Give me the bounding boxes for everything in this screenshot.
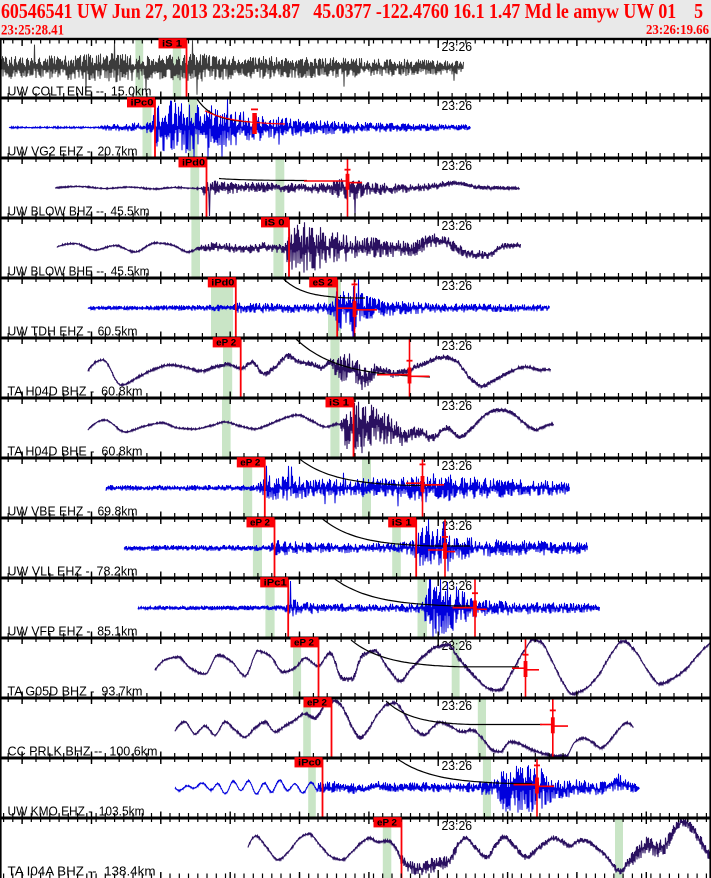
svg-text:iS 1: iS 1: [392, 518, 413, 529]
svg-text:23:26: 23:26: [442, 639, 473, 653]
svg-text:23:26: 23:26: [442, 459, 473, 473]
svg-text:UW KMO EHZ - 103.5km: UW KMO EHZ - 103.5km: [8, 804, 145, 819]
svg-text:iS 1: iS 1: [162, 39, 183, 50]
svg-text:23:26: 23:26: [442, 399, 473, 413]
svg-text:23:26: 23:26: [442, 699, 473, 713]
svg-text:eP 2: eP 2: [294, 638, 314, 649]
svg-text:UW VG2 EHZ - 20.7km: UW VG2 EHZ - 20.7km: [8, 144, 138, 159]
svg-text:UW VFP EHZ - 85.1km: UW VFP EHZ - 85.1km: [8, 624, 138, 639]
svg-text:UW TDH EHZ - 60.5km: UW TDH EHZ - 60.5km: [8, 324, 138, 339]
svg-text:23:26: 23:26: [442, 819, 473, 833]
svg-text:23:26: 23:26: [442, 159, 473, 173]
svg-text:23:26: 23:26: [442, 219, 473, 233]
svg-text:UW VLL EHZ - 78.2km: UW VLL EHZ - 78.2km: [8, 564, 138, 579]
svg-text:23:25:28.41: 23:25:28.41: [1, 23, 64, 39]
svg-text:eP 2: eP 2: [216, 338, 236, 349]
svg-text:23:26: 23:26: [442, 279, 473, 293]
svg-text:23:26: 23:26: [442, 759, 473, 773]
svg-text:23:26:19.66: 23:26:19.66: [646, 23, 709, 38]
svg-text:iPc1: iPc1: [264, 578, 288, 589]
svg-text:iS 1: iS 1: [329, 398, 350, 409]
svg-text:TA G05D BHZ - 93.7km: TA G05D BHZ - 93.7km: [8, 684, 143, 699]
svg-text:eS 2: eS 2: [313, 278, 333, 289]
svg-text:TA I04A BHZ -- 138.4km: TA I04A BHZ -- 138.4km: [8, 864, 156, 878]
svg-text:iPc0: iPc0: [131, 98, 154, 109]
svg-text:eP 2: eP 2: [250, 518, 270, 529]
svg-text:TA H04D BHZ - 60.8km: TA H04D BHZ - 60.8km: [8, 384, 143, 399]
svg-text:23:26: 23:26: [442, 339, 473, 353]
svg-text:eP 2: eP 2: [307, 698, 327, 709]
svg-text:iPc0: iPc0: [298, 758, 321, 769]
svg-text:iS 0: iS 0: [265, 218, 285, 229]
svg-text:23:26: 23:26: [442, 99, 473, 113]
svg-text:23:26: 23:26: [442, 40, 473, 54]
svg-text:UW VBE EHZ - 69.8km: UW VBE EHZ - 69.8km: [8, 504, 138, 519]
svg-text:iPd0: iPd0: [182, 158, 205, 169]
svg-text:CC PRLK BHZ -- 100.6km: CC PRLK BHZ -- 100.6km: [8, 744, 158, 759]
svg-text:UW BLOW BHZ -- 45.5km: UW BLOW BHZ -- 45.5km: [8, 204, 150, 219]
svg-text:23:26: 23:26: [442, 579, 473, 593]
svg-text:60546541 UW Jun 27, 2013 23:25: 60546541 UW Jun 27, 2013 23:25:34.87 45.…: [1, 0, 703, 23]
svg-text:UW BLOW BHE -- 45.5km: UW BLOW BHE -- 45.5km: [8, 264, 150, 279]
svg-text:23:26: 23:26: [442, 519, 473, 533]
svg-text:TA H04D BHE - 60.8km: TA H04D BHE - 60.8km: [8, 444, 143, 459]
svg-text:eP 2: eP 2: [240, 458, 260, 469]
svg-text:eP 2: eP 2: [377, 818, 397, 829]
svg-text:UW COLT ENE -- 15.0km: UW COLT ENE -- 15.0km: [8, 84, 152, 99]
svg-text:iPd0: iPd0: [211, 278, 234, 289]
